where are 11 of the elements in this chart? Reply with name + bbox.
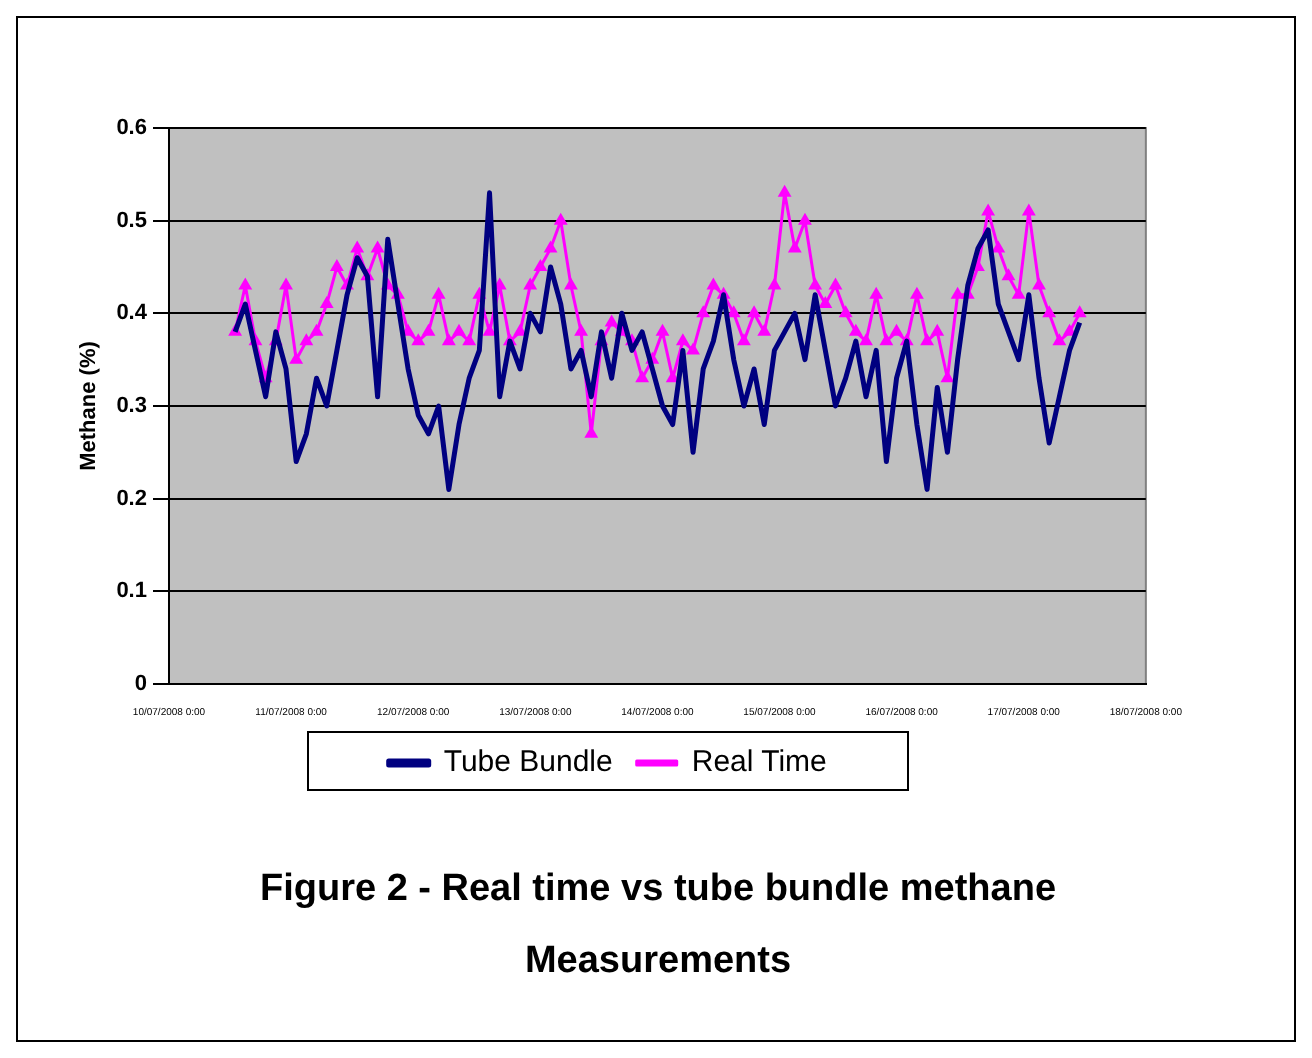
- y-axis-title: Methane (%): [77, 340, 102, 471]
- y-tick-label: 0: [134, 672, 147, 697]
- text: Figure 2 - Real time vs tube bundle methane Measurements: [257, 866, 1059, 986]
- legend-label: Real Time: [691, 745, 827, 780]
- y-tick-label: 0.1: [116, 579, 147, 604]
- y-tick-label: 0.3: [116, 394, 147, 419]
- y-tick-label: 0.6: [116, 116, 147, 141]
- y-tick-label: 0.4: [116, 301, 149, 326]
- legend-label: Tube Bundle: [443, 745, 613, 780]
- y-tick-label: 0.5: [116, 208, 147, 233]
- y-tick-label: 0.2: [116, 486, 147, 511]
